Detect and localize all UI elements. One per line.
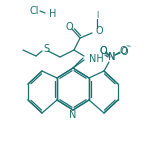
Text: O: O	[99, 46, 107, 56]
Text: I: I	[96, 12, 98, 20]
Text: O: O	[119, 46, 127, 56]
Text: NH: NH	[89, 54, 104, 64]
Text: N: N	[108, 52, 116, 62]
Text: O: O	[65, 22, 73, 32]
Text: ⁻: ⁻	[127, 45, 131, 53]
Text: O: O	[95, 26, 103, 36]
Text: O: O	[99, 46, 107, 56]
Text: ⁻: ⁻	[126, 44, 130, 52]
Text: N: N	[69, 110, 77, 120]
Text: H: H	[49, 9, 56, 19]
Text: O: O	[120, 47, 128, 57]
Text: S: S	[43, 44, 49, 54]
Text: Cl: Cl	[29, 6, 39, 16]
Text: N: N	[108, 52, 116, 62]
